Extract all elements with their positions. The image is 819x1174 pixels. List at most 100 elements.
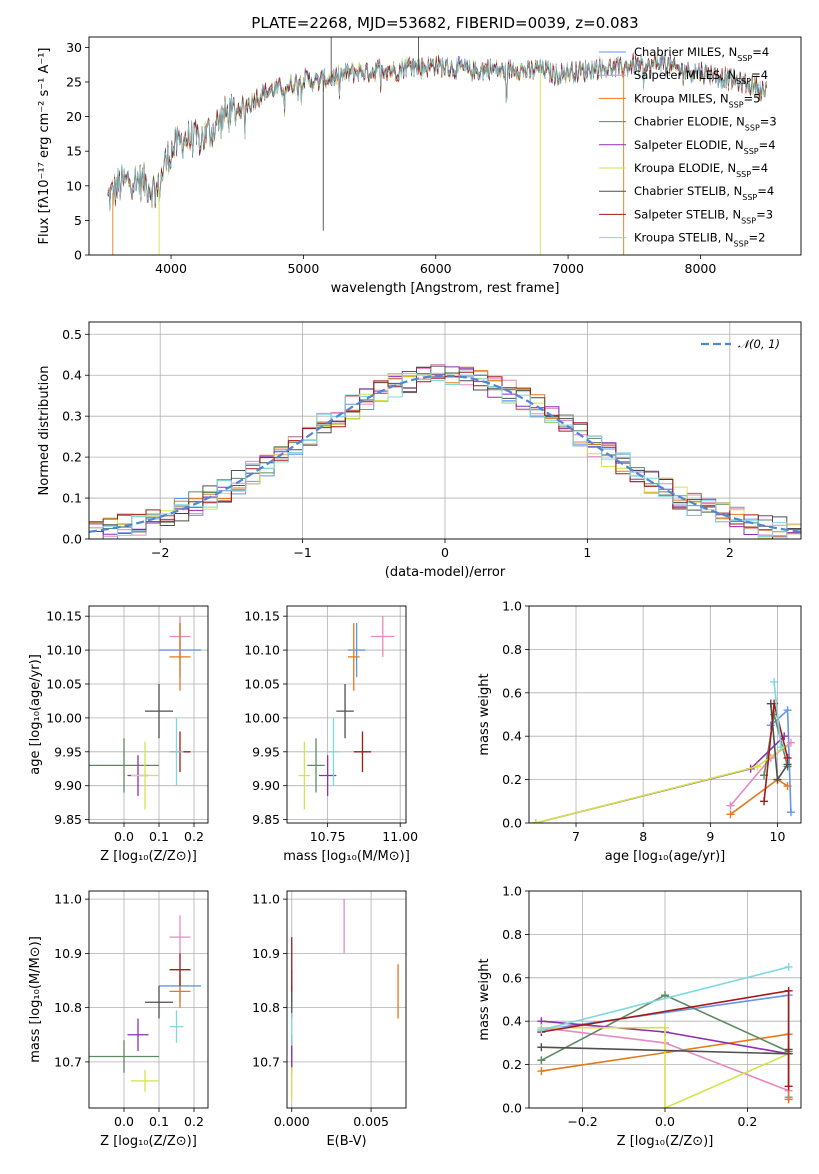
x-tick-label: 0.000 bbox=[274, 1114, 310, 1129]
x-tick-label: 0.1 bbox=[149, 1114, 169, 1129]
x-tick-label: 0.2 bbox=[184, 1114, 204, 1129]
legend-label: Kroupa MILES, NSSP=5 bbox=[634, 91, 760, 109]
x-tick-label: 0.1 bbox=[149, 829, 169, 844]
y-tick-label: 25 bbox=[66, 74, 82, 89]
weight-marker bbox=[786, 808, 795, 817]
y-tick-label: 0.2 bbox=[502, 1057, 522, 1072]
y-tick-label: 9.95 bbox=[54, 744, 82, 759]
weight-marker bbox=[537, 1056, 546, 1065]
legend-label: Kroupa ELODIE, NSSP=4 bbox=[634, 161, 768, 179]
errorbar-point bbox=[307, 738, 325, 793]
x-tick-label: 7000 bbox=[552, 261, 584, 276]
y-tick-label: 0.4 bbox=[502, 1014, 522, 1029]
axes-frame bbox=[88, 605, 209, 824]
y-tick-label: 11.0 bbox=[252, 892, 280, 907]
axes-frame bbox=[88, 321, 802, 540]
y-tick-label: 0.3 bbox=[62, 409, 82, 424]
legend-label-text: Kroupa MILES, N bbox=[634, 91, 729, 105]
errorbar-point bbox=[169, 915, 191, 959]
legend-label: Kroupa STELIB, NSSP=2 bbox=[634, 231, 765, 249]
y-tick-label: 10.00 bbox=[46, 710, 82, 725]
plot-area bbox=[287, 606, 406, 823]
legend-label-value: =4 bbox=[751, 68, 768, 82]
legend-label: Salpeter STELIB, NSSP=3 bbox=[634, 207, 773, 225]
y-tick-label: 0.6 bbox=[502, 970, 522, 985]
legend-label-value: =4 bbox=[751, 161, 768, 175]
plot-area bbox=[89, 891, 208, 1108]
y-tick-label: 9.85 bbox=[252, 812, 280, 827]
x-tick-label: 0.0 bbox=[114, 1114, 134, 1129]
weight-marker bbox=[783, 753, 792, 762]
weight-marker bbox=[760, 797, 769, 806]
legend-label-value: =2 bbox=[749, 231, 766, 245]
legend-label-sub: SSP bbox=[742, 193, 757, 202]
weight-line bbox=[541, 966, 789, 1031]
y-axis-label: mass weight bbox=[477, 958, 492, 1040]
legend-label-sub: SSP bbox=[737, 54, 752, 63]
x-tick-label: 0.0 bbox=[114, 829, 134, 844]
y-tick-label: 10.15 bbox=[244, 609, 280, 624]
plot-area bbox=[529, 891, 801, 1108]
y-tick-label: 10.10 bbox=[46, 643, 82, 658]
legend-label-text: Chabrier MILES, N bbox=[634, 45, 737, 59]
x-tick-label: 0.005 bbox=[353, 1114, 389, 1129]
y-tick-label: 10.8 bbox=[252, 1000, 280, 1015]
plot-area bbox=[529, 606, 801, 823]
x-tick-label: 8 bbox=[639, 829, 647, 844]
y-tick-label: 0.0 bbox=[502, 1101, 522, 1116]
legend-label-value: =5 bbox=[744, 91, 761, 105]
weight-line bbox=[773, 681, 782, 748]
legend-label-text: Salpeter MILES, N bbox=[634, 68, 736, 82]
y-tick-label: 9.90 bbox=[54, 778, 82, 793]
weight-marker bbox=[773, 775, 782, 784]
chart-title: PLATE=2268, MJD=53682, FIBERID=0039, z=0… bbox=[251, 14, 638, 32]
errorbar-point bbox=[131, 741, 159, 810]
legend-label: Chabrier MILES, NSSP=4 bbox=[634, 45, 769, 63]
x-axis-label: mass [log₁₀(M/M⊙)] bbox=[283, 849, 410, 864]
x-axis-label: E(B-V) bbox=[326, 1134, 366, 1149]
weight-marker bbox=[784, 1082, 793, 1091]
x-tick-label: 10.75 bbox=[310, 829, 346, 844]
legend-label: 𝒩(0, 1) bbox=[738, 337, 780, 351]
weight-marker bbox=[531, 819, 540, 823]
x-tick-label: 6000 bbox=[420, 261, 452, 276]
y-tick-label: 0.0 bbox=[502, 816, 522, 831]
weight-marker bbox=[784, 962, 793, 971]
y-axis-label: Flux [fλ10⁻¹⁷ erg cm⁻² s⁻¹ A⁻¹] bbox=[37, 48, 52, 245]
legend-label: Chabrier ELODIE, NSSP=3 bbox=[634, 115, 777, 133]
weight-marker bbox=[537, 1043, 546, 1052]
weight-marker bbox=[786, 738, 795, 747]
y-tick-label: 10 bbox=[66, 178, 82, 193]
x-axis-label: Z [log₁₀(Z/Z⊙)] bbox=[100, 1134, 197, 1149]
x-tick-label: 8000 bbox=[685, 261, 717, 276]
panel-age_vs_mass: 10.75 11.00 9.85 9.90 9.95 10.00 10.05 10.10 10.… bbox=[244, 605, 418, 864]
legend-label-text: Kroupa ELODIE, N bbox=[634, 161, 736, 175]
errorbar-point bbox=[169, 622, 191, 691]
histogram-series bbox=[89, 365, 801, 532]
errorbar-point bbox=[89, 738, 159, 793]
y-tick-label: 0.8 bbox=[502, 927, 522, 942]
axes-frame bbox=[88, 36, 802, 256]
legend-label-sub: SSP bbox=[729, 100, 744, 109]
legend-label-text: Chabrier STELIB, N bbox=[634, 184, 742, 198]
histogram-series bbox=[89, 373, 801, 539]
gaussian-curve bbox=[89, 374, 801, 533]
x-tick-label: 0.0 bbox=[655, 1114, 675, 1129]
y-tick-label: 11.0 bbox=[54, 892, 82, 907]
x-tick-label: −0.2 bbox=[567, 1114, 597, 1129]
histogram-series bbox=[89, 366, 801, 535]
errorbar-point bbox=[347, 622, 360, 691]
y-tick-label: 10.05 bbox=[244, 676, 280, 691]
x-tick-label: 7 bbox=[572, 829, 580, 844]
weight-marker bbox=[784, 986, 793, 995]
y-tick-label: 10.9 bbox=[54, 946, 82, 961]
y-tick-label: 0.4 bbox=[502, 729, 522, 744]
errorbar-point bbox=[371, 616, 395, 657]
legend-label-text: Salpeter ELODIE, N bbox=[634, 138, 744, 152]
y-tick-label: 9.95 bbox=[252, 744, 280, 759]
legend-label-value: =4 bbox=[759, 138, 776, 152]
errorbar-point bbox=[347, 622, 366, 678]
legend-label: Salpeter ELODIE, NSSP=4 bbox=[634, 138, 776, 156]
panel-spectrum: 4000 5000 6000 7000 8000 0 5 10 15 20 25 30 waveleng… bbox=[37, 14, 802, 296]
weight-marker bbox=[770, 677, 779, 686]
